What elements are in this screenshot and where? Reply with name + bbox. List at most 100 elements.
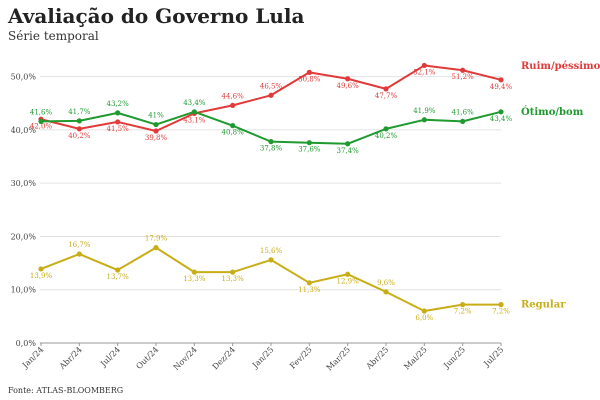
data-label: 41,7% [68,108,91,116]
data-label: 50,8% [298,75,321,83]
data-label: 40,2% [375,132,398,140]
data-point [345,271,351,277]
data-label: 37,8% [260,145,283,153]
data-label: 12,9% [337,277,360,285]
data-point [421,117,427,123]
data-point [345,76,351,82]
x-tick-label: Fev/25 [288,345,314,371]
data-label: 15,6% [260,247,283,255]
data-point [460,67,466,73]
data-label: 11,3% [298,286,321,294]
data-point [153,245,159,251]
data-point [498,302,504,308]
y-tick-label: 10,0% [11,286,37,295]
x-tick-label: Jan/24 [20,345,45,370]
x-tick-label: Jul/25 [482,345,506,369]
data-label: 13,7% [107,273,130,281]
data-point [306,140,312,146]
data-label: 41,9% [413,107,436,115]
data-point [115,267,121,273]
y-tick-label: 20,0% [11,232,37,241]
data-point [421,62,427,69]
x-tick-label: Abr/24 [57,345,84,372]
data-label: 6,0% [415,314,433,322]
data-point [268,139,274,145]
x-tick-label: Mai/25 [402,345,428,371]
data-point [460,302,466,308]
x-tick-label: Jan/25 [250,345,275,370]
data-label: 7,2% [492,308,510,316]
data-point [268,92,274,98]
data-label: 37,6% [298,146,321,154]
data-point [230,102,236,109]
data-point [76,251,82,257]
data-label: 41% [148,112,164,120]
data-point [460,118,466,124]
data-point [230,269,236,275]
data-label: 9,6% [377,279,395,287]
data-point [115,119,121,125]
data-point [76,118,82,124]
data-label: 43,4% [183,99,206,107]
data-point [191,269,197,275]
data-point [345,141,351,147]
data-point [115,110,121,116]
data-label: 51,2% [452,73,475,81]
legend-entry: Ruim/péssimo [521,61,600,72]
data-label: 42,0% [30,122,53,130]
chart-source: Fonte: ATLAS-BLOOMBERG [8,386,124,395]
chart-title: Avaliação do Governo Lula [8,4,305,28]
data-label: 43,4% [490,115,513,123]
data-label: 37,4% [337,147,360,155]
data-point [38,118,44,124]
data-label: 41,6% [452,108,475,116]
y-tick-label: 30,0% [11,179,37,188]
x-tick-label: Dez/24 [211,345,237,371]
data-label: 17,9% [145,235,168,243]
data-point [383,126,389,132]
data-label: 43,2% [107,100,130,108]
data-label: 16,7% [68,241,91,249]
x-tick-label: Jun/25 [441,345,467,371]
data-label: 7,2% [454,308,472,316]
data-point [153,121,159,128]
x-tick-label: Mar/25 [325,345,352,372]
data-label: 47,7% [375,92,398,100]
y-tick-label: 40,0% [11,126,37,135]
legend-entry: Regular [521,300,566,311]
data-point [498,77,504,83]
data-label: 13,3% [183,275,206,283]
data-label: 40,8% [222,129,245,137]
data-point [306,69,312,75]
data-label: 40,2% [68,132,91,140]
data-point [191,109,197,115]
data-label: 43,1% [183,116,206,124]
data-label: 13,3% [222,275,245,283]
x-tick-label: Out/24 [134,345,160,371]
data-label: 44,6% [222,92,245,100]
data-label: 46,5% [260,82,283,90]
data-point [306,280,312,286]
x-tick-label: Jul/24 [98,345,122,369]
data-label: 49,6% [337,82,360,90]
data-point [268,257,274,263]
y-tick-label: 0,0% [16,339,37,348]
x-tick-label: Abr/25 [364,345,391,372]
data-point [153,128,159,134]
data-label: 41,6% [30,108,53,116]
data-point [230,123,236,129]
data-label: 52,1% [413,68,436,76]
data-point [421,308,427,314]
chart-subtitle: Série temporal [8,29,99,43]
data-label: 39,8% [145,134,168,142]
legend-entry: Ótimo/bom [521,106,584,118]
data-point [383,86,389,92]
data-label: 49,4% [490,83,513,91]
y-tick-label: 50,0% [11,73,37,82]
data-label: 13,9% [30,272,53,280]
data-point [383,289,389,295]
data-point [76,126,82,132]
data-label: 41,5% [107,125,130,133]
x-tick-label: Nov/24 [172,345,199,372]
